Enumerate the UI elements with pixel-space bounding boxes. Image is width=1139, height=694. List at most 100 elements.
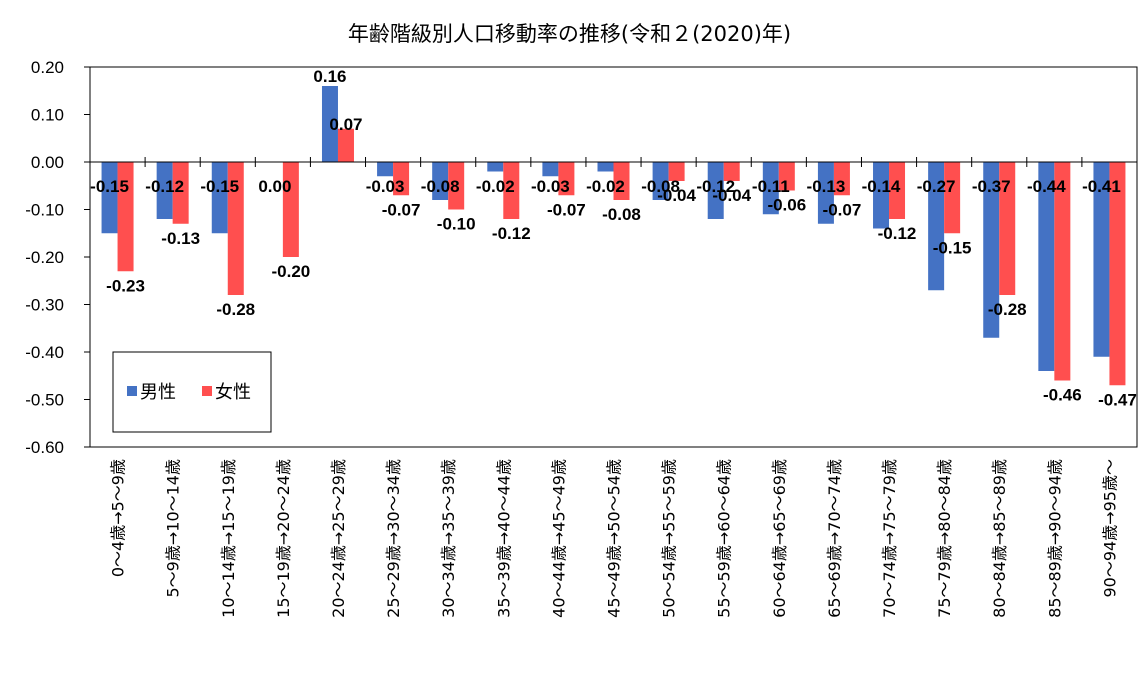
bar-female — [1109, 162, 1126, 386]
data-label-female: -0.23 — [106, 276, 145, 295]
x-tick-label: 35～39歳→40～44歳 — [494, 459, 513, 618]
data-label-male: -0.08 — [421, 177, 460, 196]
bar-male — [377, 162, 394, 177]
x-tick-label: 5～9歳→10～14歳 — [164, 459, 183, 598]
bar-male — [321, 86, 338, 162]
data-label-female: -0.07 — [547, 200, 586, 219]
data-label-male: -0.03 — [366, 177, 405, 196]
data-labels: -0.15 -0.12 -0.15 0.000.16-0.03 -0.08 -0.02 -0… — [90, 67, 1137, 409]
data-label-female: -0.04 — [657, 186, 696, 205]
bar-male — [762, 162, 779, 215]
data-label-male: -0.12 — [145, 177, 184, 196]
y-axis: 0.20 0.10 0.00 -0.10 -0.20 -0.30 -0.40 -0.50 -0.… — [25, 58, 90, 457]
x-tick-label: 15～19歳→20～24歳 — [274, 459, 293, 618]
plot-area — [89, 66, 1138, 448]
bar-male — [928, 162, 945, 291]
data-label-male: -0.37 — [972, 177, 1011, 196]
bar-female — [503, 162, 520, 219]
y-tick-label: -0.20 — [25, 248, 64, 267]
bar-female — [723, 162, 740, 181]
data-label-male: -0.13 — [807, 177, 846, 196]
y-tick-label: 0.00 — [31, 153, 64, 172]
bar-male — [211, 162, 228, 234]
bar-female — [172, 162, 189, 224]
data-label-female: -0.20 — [271, 262, 310, 281]
data-label-male: -0.44 — [1027, 177, 1066, 196]
x-tick-label: 0～4歳→5～9歳 — [109, 459, 128, 577]
data-label-female: -0.46 — [1043, 386, 1082, 405]
data-label-female: -0.15 — [933, 238, 972, 257]
data-label-female: -0.28 — [988, 300, 1027, 319]
x-axis: 0～4歳→5～9歳 5～9歳→10～14歳 10～14歳→15～19歳 15～19歳→… — [109, 459, 1120, 618]
bar-female — [944, 162, 961, 234]
x-tick-label: 80～84歳→85～89歳 — [990, 459, 1009, 618]
legend-swatch-male — [127, 386, 137, 396]
data-label-female: -0.47 — [1098, 390, 1137, 409]
bar-male — [817, 162, 834, 224]
x-tick-label: 90～94歳→95歳～ — [1100, 459, 1119, 598]
bar-female — [448, 162, 465, 210]
bar-female — [117, 162, 134, 272]
bar-female — [558, 162, 575, 196]
data-label-male: -0.02 — [476, 177, 515, 196]
bar-male — [1038, 162, 1055, 371]
y-tick-label: -0.40 — [25, 343, 64, 362]
data-label-female: -0.04 — [712, 186, 751, 205]
bar-female — [668, 162, 685, 181]
bar-female — [613, 162, 630, 200]
data-label-male: 0.16 — [313, 67, 346, 86]
data-label-female: -0.07 — [823, 200, 862, 219]
x-tick-label: 60～64歳→65～69歳 — [770, 459, 789, 618]
x-tick-label: 50～54歳→55～59歳 — [660, 459, 679, 618]
bar-male — [707, 162, 724, 219]
bar-male — [487, 162, 504, 172]
y-tick-label: 0.20 — [31, 58, 64, 77]
y-tick-label: -0.30 — [25, 296, 64, 315]
data-label-female: -0.06 — [767, 196, 806, 215]
data-label-female: -0.12 — [878, 224, 917, 243]
data-label-female: -0.12 — [492, 224, 531, 243]
data-label-female: 0.07 — [329, 115, 362, 134]
y-tick-label: -0.10 — [25, 201, 64, 220]
x-tick-label: 25～29歳→30～34歳 — [384, 459, 403, 618]
bar-female — [393, 162, 410, 196]
legend-box — [112, 351, 272, 433]
legend-label-male: 男性 — [140, 382, 176, 403]
y-tick-label: -0.60 — [25, 438, 64, 457]
data-label-male: -0.03 — [531, 177, 570, 196]
bar-female — [999, 162, 1016, 295]
bar-male — [873, 162, 890, 229]
data-label-male: -0.14 — [862, 177, 901, 196]
data-label-female: -0.13 — [161, 229, 200, 248]
data-label-male: -0.08 — [641, 177, 680, 196]
legend: 男性 女性 — [112, 351, 272, 433]
bar-male — [156, 162, 173, 219]
x-tick-label: 30～34歳→35～39歳 — [439, 459, 458, 618]
x-tick-label: 10～14歳→15～19歳 — [219, 459, 238, 618]
x-tick-label: 55～59歳→60～64歳 — [715, 459, 734, 618]
data-label-male: -0.02 — [586, 177, 625, 196]
x-tick-label: 65～69歳→70～74歳 — [825, 459, 844, 618]
x-tick-label: 45～49歳→50～54歳 — [605, 459, 624, 618]
data-label-male: -0.15 — [200, 177, 239, 196]
bar-female — [227, 162, 244, 295]
data-label-female: -0.28 — [216, 300, 255, 319]
x-tick-label: 85～89歳→90～94歳 — [1045, 459, 1064, 618]
x-tick-label: 70～74歳→75～79歳 — [880, 459, 899, 618]
bar-female — [833, 162, 850, 196]
bar-male — [652, 162, 669, 200]
x-tick-label: 75～79歳→80～84歳 — [935, 459, 954, 618]
bar-female — [337, 128, 354, 162]
data-label-male: -0.12 — [696, 177, 735, 196]
bar-male — [101, 162, 118, 234]
y-tick-label: -0.50 — [25, 391, 64, 410]
bar-female — [889, 162, 906, 219]
category-ticks — [89, 157, 1138, 167]
legend-label-female: 女性 — [215, 382, 251, 403]
bar-female — [1054, 162, 1071, 381]
bar-male — [597, 162, 614, 172]
bar-male — [542, 162, 559, 177]
y-tick-label: 0.10 — [31, 106, 64, 125]
bars — [101, 86, 1126, 386]
